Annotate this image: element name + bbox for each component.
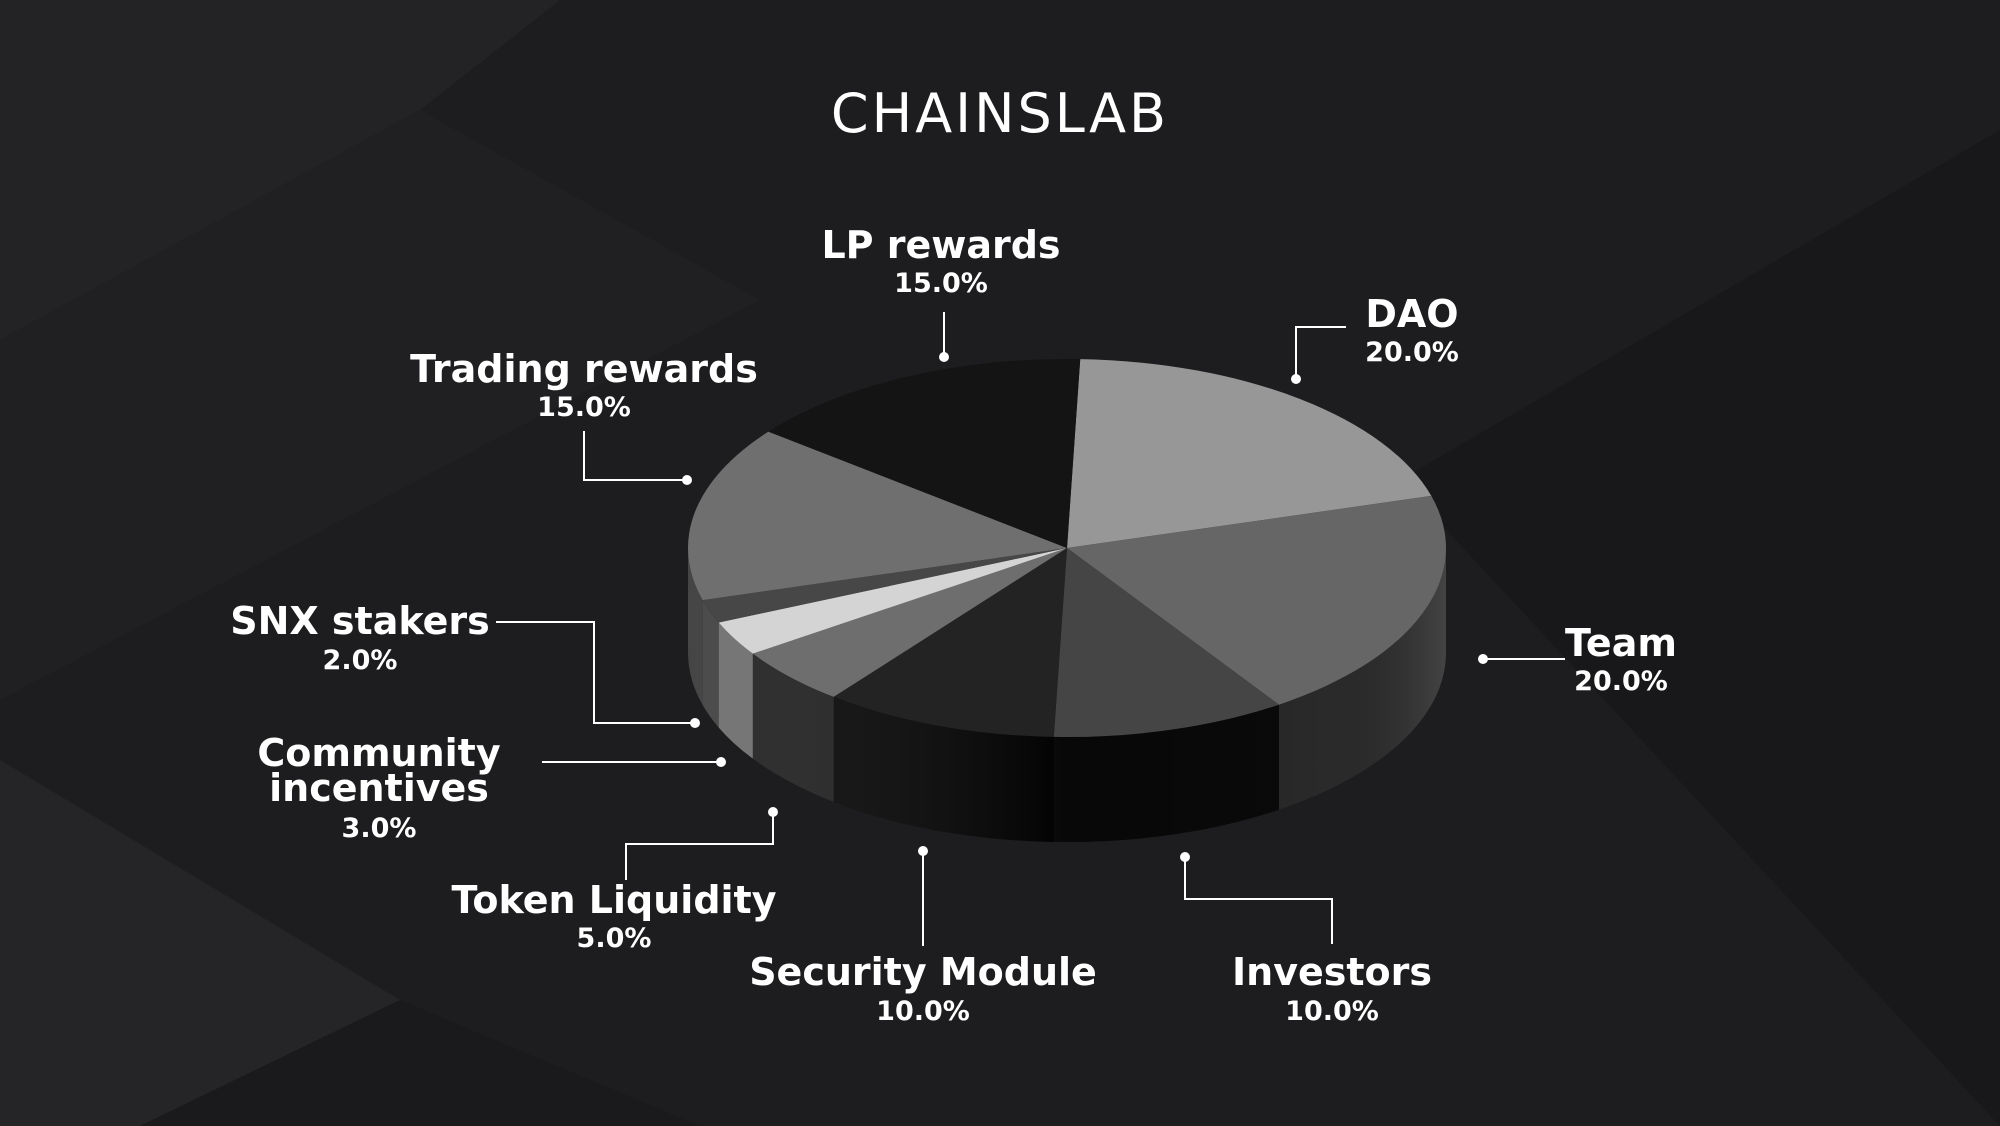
pie-slice-snx-stakers[interactable] — [702, 548, 1067, 623]
leader-lines — [496, 312, 1565, 946]
pie-slice-team[interactable] — [1067, 495, 1447, 705]
leader-line-trading-rewards — [583, 431, 687, 481]
leader-dot-trading-rewards — [682, 475, 692, 485]
label-investors: Investors — [1232, 950, 1432, 994]
pie-slice-token-liquidity[interactable] — [752, 548, 1067, 697]
pct-investors: 10.0% — [1285, 996, 1379, 1027]
chainslab-logo: CHAINSLAB — [831, 82, 1169, 145]
pct-trading-rewards: 15.0% — [537, 392, 631, 423]
label-token-liquidity: Token Liquidity — [452, 878, 777, 922]
label-snx-stakers: SNX stakers — [230, 599, 490, 643]
pct-team: 20.0% — [1574, 666, 1668, 697]
slice-labels: DAO 20.0% Team 20.0% Investors 10.0% Sec… — [230, 223, 1677, 1027]
pie-slice-lp-rewards[interactable] — [768, 359, 1081, 548]
pct-token-liquidity: 5.0% — [577, 923, 652, 954]
pct-security-module: 10.0% — [876, 996, 970, 1027]
label-team: Team — [1565, 621, 1677, 665]
pie-slice-dao[interactable] — [1067, 359, 1432, 548]
leader-line-token-liquidity — [625, 812, 774, 880]
leader-dot-security-module — [918, 846, 928, 856]
pie-slice-trading-rewards[interactable] — [688, 431, 1067, 601]
leader-dot-community-incentives — [716, 757, 726, 767]
pie-slice-investors[interactable] — [1053, 548, 1279, 738]
pct-dao: 20.0% — [1365, 337, 1459, 368]
leader-dot-team — [1478, 654, 1488, 664]
leader-dot-investors — [1180, 852, 1190, 862]
label-lp-rewards: LP rewards — [821, 223, 1060, 267]
leader-dot-token-liquidity — [768, 807, 778, 817]
label-dao: DAO — [1365, 292, 1458, 336]
label-trading-rewards: Trading rewards — [410, 347, 758, 391]
leader-dot-lp-rewards — [939, 352, 949, 362]
leader-line-dao — [1295, 326, 1346, 379]
pct-community: 3.0% — [342, 813, 417, 844]
leader-line-snx-stakers — [496, 621, 695, 724]
label-community-line2: incentives — [269, 766, 489, 810]
leader-line-investors — [1184, 857, 1333, 944]
leader-dot-snx-stakers — [690, 718, 700, 728]
pie-slice-community-incentives[interactable] — [718, 548, 1067, 654]
pie-slice-security-module[interactable] — [833, 548, 1067, 737]
label-community-line1: Community — [257, 731, 500, 775]
pct-snx-stakers: 2.0% — [323, 645, 398, 676]
pie-chart — [688, 359, 1447, 843]
label-security-module: Security Module — [749, 950, 1097, 994]
leader-dot-dao — [1291, 374, 1301, 384]
pct-lp-rewards: 15.0% — [894, 268, 988, 299]
pie-side-shading — [688, 548, 1446, 842]
